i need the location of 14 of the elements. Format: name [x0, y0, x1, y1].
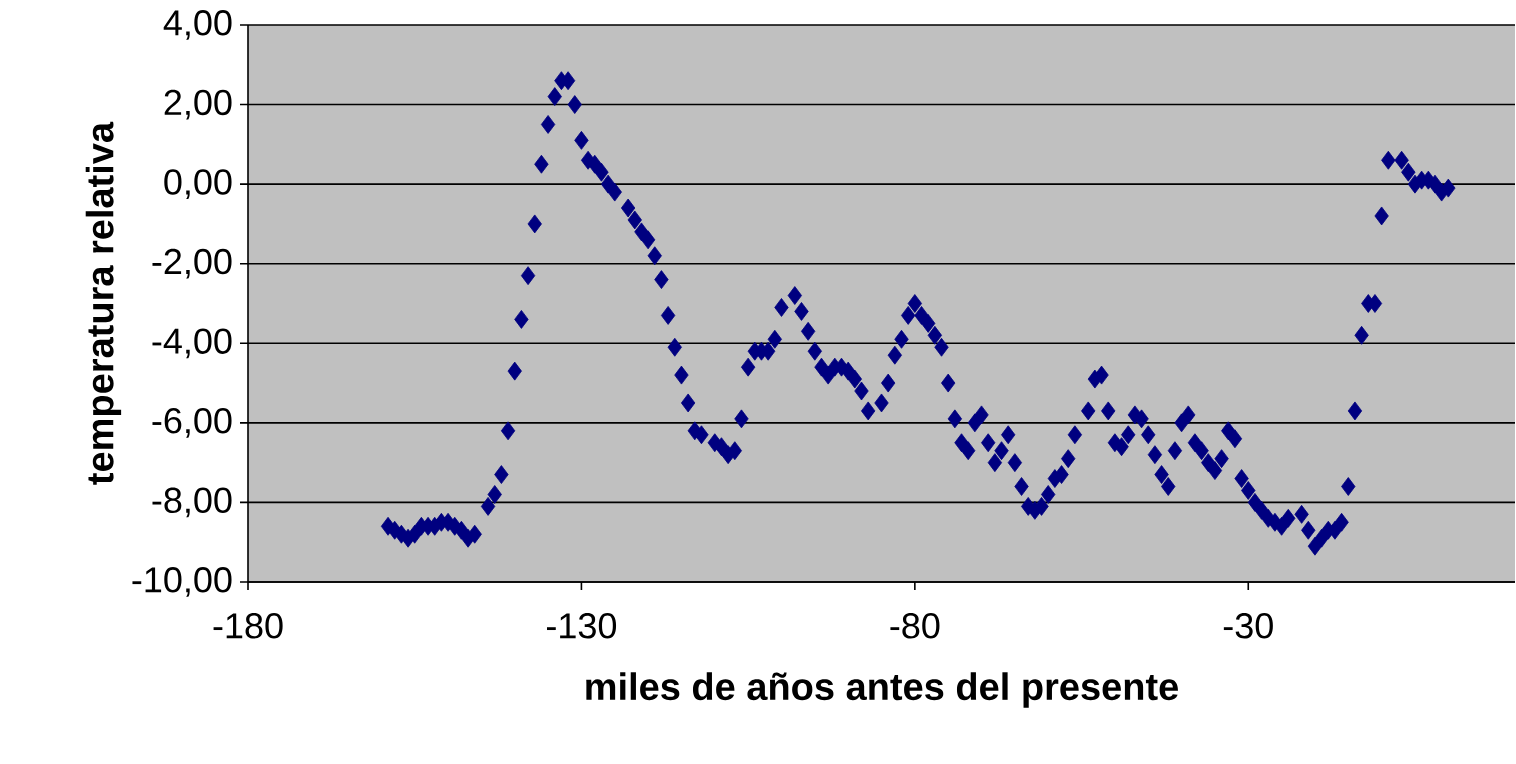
x-tick-label: -80 [890, 613, 940, 639]
x-tick-label: -130 [547, 613, 617, 639]
y-tick-label: -2,00 [152, 248, 232, 279]
x-tick-label: -30 [1223, 613, 1273, 639]
y-tick-label: -4,00 [152, 328, 232, 359]
y-tick-label: -8,00 [152, 487, 232, 518]
y-tick-label: -6,00 [152, 407, 232, 438]
y-tick-label: 2,00 [164, 89, 232, 120]
x-tick-label: -180 [213, 613, 283, 639]
y-tick-label: 0,00 [164, 169, 232, 200]
y-tick-label: -10,00 [132, 567, 232, 597]
x-axis-title: miles de años antes del presente [586, 672, 1178, 708]
y-axis-title: temperatura relativa [85, 121, 122, 485]
y-tick-label: 4,00 [163, 10, 232, 40]
